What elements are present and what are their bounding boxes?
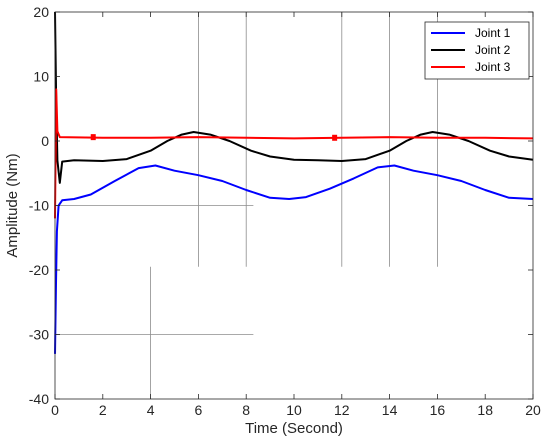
legend-label: Joint 2 — [475, 43, 511, 57]
y-tick-label: 0 — [41, 133, 49, 149]
series-line-joint-2 — [54, 11, 534, 184]
y-tick-label: 20 — [33, 4, 49, 20]
y-tick-label: -20 — [29, 262, 49, 278]
legend: Joint 1 Joint 2 Joint 3 — [424, 21, 530, 80]
y-tick-label: -30 — [29, 327, 49, 343]
x-tick-label: 4 — [147, 402, 155, 418]
x-tick-label: 6 — [195, 402, 203, 418]
x-tick-label: 16 — [430, 402, 446, 418]
series-line-joint-3 — [54, 88, 534, 219]
x-axis-label: Time (Second) — [245, 420, 343, 437]
series-marker-joint-3 — [332, 134, 338, 141]
legend-label: Joint 1 — [475, 26, 511, 40]
legend-label: Joint 3 — [475, 60, 511, 74]
y-tick-label: -40 — [29, 391, 49, 407]
x-tick-label: 8 — [242, 402, 250, 418]
series-marker-joint-3 — [90, 134, 96, 141]
series-layer — [54, 11, 534, 354]
x-tick-label: 2 — [99, 402, 107, 418]
series-line-joint-1 — [54, 164, 534, 354]
y-axis-label: Amplitude (Nm) — [4, 153, 21, 257]
y-axis: -40 -30 -20 -10 0 10 20 — [29, 4, 533, 407]
y-tick-label: 10 — [33, 69, 49, 85]
y-tick-label: -10 — [29, 198, 49, 214]
x-axis: 0 2 4 6 8 10 12 14 16 18 20 — [51, 12, 541, 418]
x-tick-label: 0 — [51, 402, 59, 418]
x-tick-label: 10 — [286, 402, 302, 418]
x-tick-label: 12 — [334, 402, 350, 418]
x-tick-label: 18 — [477, 402, 493, 418]
x-tick-label: 20 — [525, 402, 541, 418]
x-tick-label: 14 — [382, 402, 398, 418]
